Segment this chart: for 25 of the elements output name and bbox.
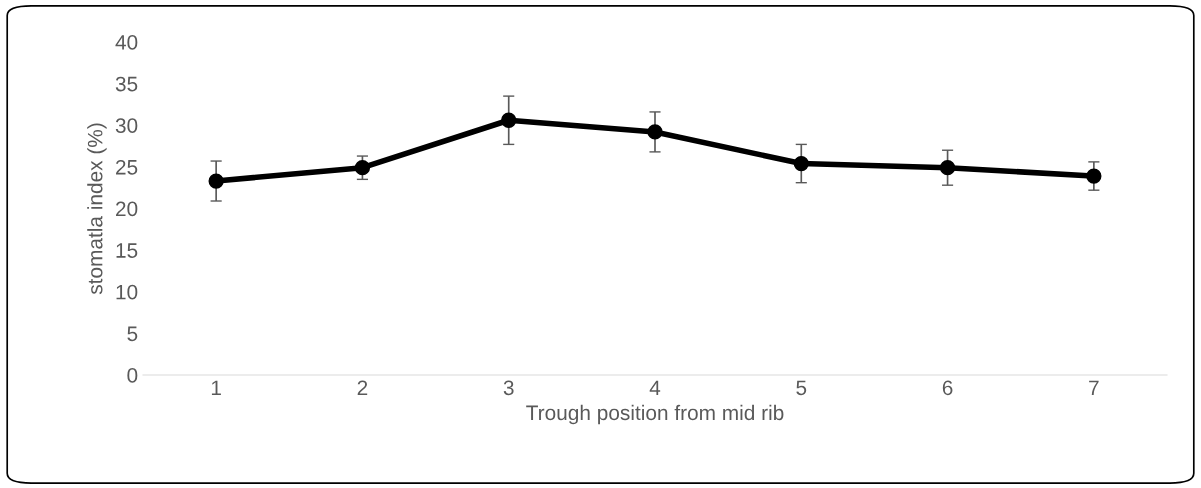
point <box>1086 168 1102 184</box>
point <box>501 112 517 128</box>
y-axis-title: stomatla index (%) <box>87 123 107 295</box>
x-tick-label: 1 <box>211 380 221 395</box>
x-tick-label: 7 <box>1089 380 1099 395</box>
y-tick-label: 0 <box>127 368 138 383</box>
y-tick-label: 10 <box>116 284 138 300</box>
point <box>647 124 663 140</box>
x-tick-label: 3 <box>503 380 514 396</box>
y-tick-label: 35 <box>115 76 138 92</box>
point <box>354 160 371 176</box>
y-tick-label: 30 <box>115 118 138 133</box>
x-tick-label: 4 <box>649 380 661 395</box>
y-tick-label: 20 <box>116 201 138 217</box>
y-tick-label: 25 <box>116 159 138 175</box>
y-tick-label: 40 <box>115 35 138 50</box>
x-tick-label: 5 <box>796 380 807 396</box>
x-tick-label: 6 <box>942 380 953 396</box>
x-tick-label: 2 <box>357 380 368 395</box>
point <box>939 160 956 176</box>
point <box>793 155 809 172</box>
y-tick-label: 15 <box>116 243 138 258</box>
point <box>208 173 224 189</box>
y-tick-label: 5 <box>127 326 138 342</box>
x-axis-title: Trough position from mid rib <box>526 404 784 425</box>
